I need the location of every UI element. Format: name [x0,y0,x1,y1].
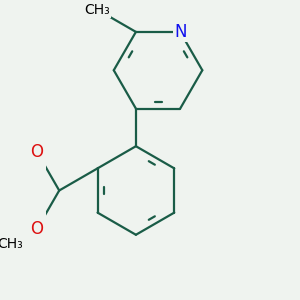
Text: O: O [31,143,44,161]
Text: O: O [31,220,44,238]
Text: N: N [174,23,186,41]
Text: CH₃: CH₃ [0,237,23,251]
Text: CH₃: CH₃ [85,3,110,17]
